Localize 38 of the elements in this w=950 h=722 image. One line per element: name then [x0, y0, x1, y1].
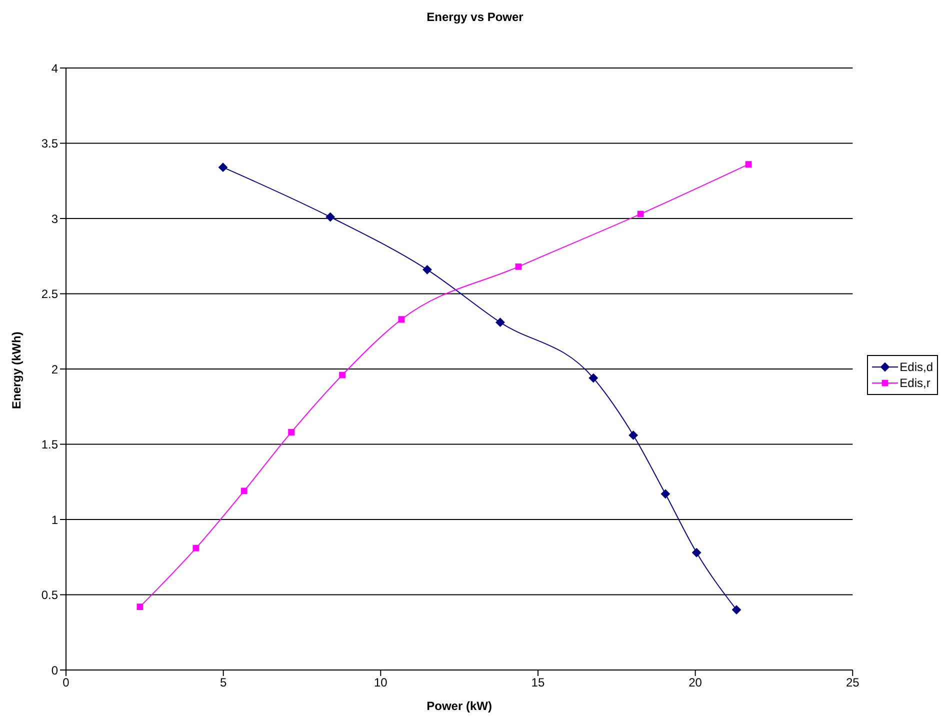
y-axis-title: Energy (kWh): [9, 332, 24, 409]
point: [240, 488, 248, 494]
legend-label: Edis,r: [900, 375, 930, 391]
point: [398, 316, 405, 323]
point: [136, 604, 144, 610]
point: [732, 605, 742, 614]
point: [515, 263, 522, 270]
y-tick-label: 3: [51, 212, 58, 226]
x-axis-title: Power (kW): [426, 699, 492, 713]
point: [588, 374, 598, 383]
x-tick-label: 25: [846, 676, 860, 690]
point: [218, 162, 228, 172]
y-tick-label: 1: [51, 512, 58, 527]
y-tick-label: 0.5: [41, 588, 58, 602]
point: [496, 318, 505, 327]
y-tick-label: 0: [51, 663, 58, 678]
x-tick-label: 20: [688, 676, 702, 690]
point: [422, 265, 432, 274]
y-tick-label: 4: [51, 61, 58, 76]
point: [288, 429, 294, 436]
y-tick-label: 2: [51, 362, 58, 376]
y-tick-label: 1.5: [41, 438, 58, 452]
chart-title: Energy vs Power: [426, 9, 524, 26]
legend-label: Edis,d: [900, 359, 933, 375]
point: [692, 548, 702, 558]
point: [326, 212, 335, 222]
y-tick-label: 2.5: [41, 287, 58, 302]
y-tick-label: 3.5: [41, 136, 58, 151]
x-tick-label: 10: [374, 676, 388, 690]
point: [637, 210, 644, 218]
point: [745, 161, 752, 168]
point: [339, 372, 346, 378]
x-tick-label: 5: [220, 676, 227, 690]
x-tick-label: 15: [531, 676, 545, 690]
x-tick-label: 0: [62, 676, 70, 690]
point: [660, 489, 670, 498]
point: [192, 544, 200, 552]
point: [628, 430, 638, 440]
